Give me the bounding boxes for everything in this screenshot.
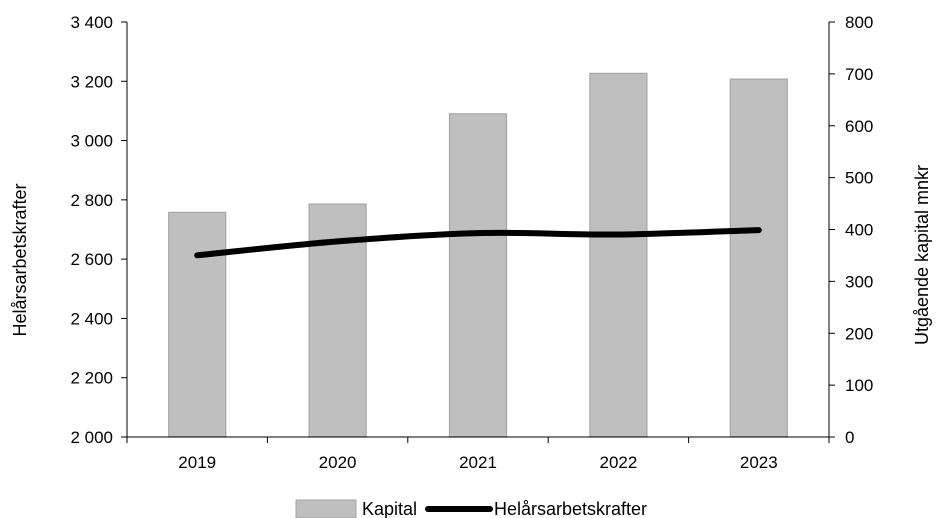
left-tick-label: 2 000 [70, 428, 113, 447]
legend-label-kapital: Kapital [362, 499, 417, 518]
right-tick-label: 700 [845, 65, 873, 84]
bar-2023 [729, 78, 788, 438]
left-tick-label: 2 600 [70, 250, 113, 269]
bar-2019 [168, 211, 227, 438]
bar-group [168, 72, 788, 438]
right-tick-labels: 0 100 200 300 400 500 600 700 800 [845, 13, 873, 447]
right-tick-label: 300 [845, 272, 873, 291]
line-group [194, 227, 762, 259]
axes [121, 21, 835, 443]
left-tick-label: 3 000 [70, 132, 113, 151]
right-axis-title: Utgående kapital mnkr [912, 165, 932, 345]
left-tick-label: 2 400 [70, 309, 113, 328]
x-tick-label: 2023 [740, 453, 778, 472]
bar-2021 [448, 113, 508, 438]
left-tick-label: 3 400 [70, 13, 113, 32]
right-tick-label: 600 [845, 117, 873, 136]
x-tick-label: 2022 [599, 453, 637, 472]
bar-2022 [589, 72, 648, 438]
left-axis-title: Helårsarbetskrafter [10, 183, 30, 336]
line-helarsarbetskrafter [194, 227, 762, 259]
right-tick-label: 500 [845, 169, 873, 188]
x-tick-label: 2021 [459, 453, 497, 472]
legend-label-helarsarbetskrafter: Helårsarbetskrafter [494, 499, 647, 518]
x-tick-labels: 2019 2020 2021 2022 2023 [178, 453, 777, 472]
legend: Kapital Helårsarbetskrafter [295, 499, 647, 518]
right-tick-label: 0 [845, 428, 854, 447]
x-tick-label: 2020 [319, 453, 357, 472]
x-tick-label: 2019 [178, 453, 216, 472]
left-tick-labels: 2 000 2 200 2 400 2 600 2 800 3 000 3 200 3 400 [70, 13, 113, 447]
left-tick-label: 2 800 [70, 191, 113, 210]
right-tick-label: 200 [845, 324, 873, 343]
right-tick-label: 400 [845, 221, 873, 240]
legend-swatch-kapital [295, 499, 357, 518]
left-tick-label: 2 200 [70, 369, 113, 388]
left-tick-label: 3 200 [70, 72, 113, 91]
right-tick-label: 800 [845, 13, 873, 32]
right-tick-label: 100 [845, 376, 873, 395]
